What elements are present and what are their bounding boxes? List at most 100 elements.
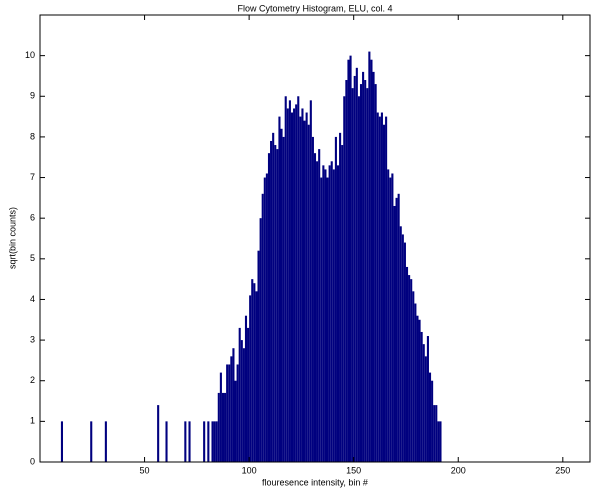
bar xyxy=(359,84,363,462)
bar xyxy=(433,405,436,462)
y-tick-label: 0 xyxy=(30,456,35,466)
bar xyxy=(332,169,335,462)
bar xyxy=(301,108,304,463)
bar xyxy=(414,303,417,462)
bar xyxy=(330,161,333,463)
bar xyxy=(320,177,323,462)
bar xyxy=(232,348,235,462)
bar xyxy=(276,149,279,462)
x-axis-label: flouresence intensity, bin # xyxy=(262,477,368,487)
bar xyxy=(236,364,239,462)
bar xyxy=(378,116,381,462)
bar xyxy=(405,266,409,462)
bar xyxy=(385,116,388,462)
bar xyxy=(364,80,367,462)
bar xyxy=(234,380,237,462)
bar xyxy=(188,421,191,462)
bar xyxy=(226,364,229,462)
bar xyxy=(370,59,373,462)
bar xyxy=(328,165,331,462)
bar xyxy=(341,145,344,462)
bar xyxy=(382,124,386,462)
bar xyxy=(435,405,438,462)
bar xyxy=(265,173,268,462)
bar xyxy=(397,193,400,463)
bar xyxy=(224,392,227,462)
bar xyxy=(299,116,302,462)
bar xyxy=(353,75,356,463)
bar xyxy=(286,108,289,463)
bar xyxy=(284,96,287,462)
bar xyxy=(351,88,354,463)
bar xyxy=(278,116,281,462)
bar xyxy=(362,71,365,463)
bar xyxy=(311,136,314,462)
bar xyxy=(251,279,254,462)
bar xyxy=(203,421,206,462)
bar xyxy=(437,421,440,462)
bar xyxy=(412,291,415,462)
bar xyxy=(272,132,275,462)
bar xyxy=(339,132,342,462)
bar xyxy=(395,197,398,462)
bar xyxy=(157,405,160,462)
bar xyxy=(439,421,442,462)
y-axis-label: sqrt(bin counts) xyxy=(7,207,17,269)
bar xyxy=(290,112,294,462)
bar xyxy=(259,218,262,462)
y-tick-label: 4 xyxy=(30,294,35,304)
bar xyxy=(221,392,225,462)
chart-title: Flow Cytometry Histogram, ELU, col. 4 xyxy=(237,3,392,13)
axes-box xyxy=(39,14,591,463)
bar xyxy=(424,356,427,462)
bar xyxy=(90,421,93,462)
bar xyxy=(211,421,214,462)
x-tick-label: 50 xyxy=(140,465,150,475)
bar xyxy=(343,96,346,462)
bar xyxy=(228,364,231,462)
bar xyxy=(207,421,210,462)
y-tick-label: 2 xyxy=(30,375,35,385)
bar xyxy=(372,71,375,463)
bar xyxy=(213,421,216,462)
bar xyxy=(326,177,329,462)
x-tick-label: 150 xyxy=(346,465,361,475)
y-tick-label: 9 xyxy=(30,91,35,101)
bar xyxy=(165,421,168,462)
bar xyxy=(219,372,222,462)
bar xyxy=(334,136,337,462)
bar xyxy=(104,421,107,462)
bar xyxy=(368,51,371,463)
bar xyxy=(416,315,419,462)
bar xyxy=(303,120,306,463)
bar xyxy=(244,315,248,462)
x-tick-label: 100 xyxy=(242,465,257,475)
bar xyxy=(184,421,187,462)
bar xyxy=(345,80,348,462)
bar xyxy=(322,165,325,462)
bar xyxy=(255,291,258,462)
bar xyxy=(387,169,390,462)
bar xyxy=(280,128,283,463)
y-tick-label: 3 xyxy=(30,334,35,344)
bar xyxy=(215,421,218,462)
bar xyxy=(428,372,432,462)
bar xyxy=(408,275,411,462)
y-tick-label: 10 xyxy=(25,50,35,60)
bar xyxy=(357,96,360,462)
bar xyxy=(393,205,396,462)
bar xyxy=(261,193,264,463)
bar xyxy=(242,348,245,462)
bar xyxy=(282,136,285,462)
bar xyxy=(263,177,266,462)
bar xyxy=(324,169,327,462)
bar xyxy=(349,55,352,463)
y-tick-label: 6 xyxy=(30,213,35,223)
y-tick-label: 8 xyxy=(30,131,35,141)
bar xyxy=(316,161,319,463)
bar xyxy=(399,226,402,462)
bar xyxy=(288,100,291,462)
y-tick-label: 7 xyxy=(30,172,35,182)
bar xyxy=(420,331,423,462)
